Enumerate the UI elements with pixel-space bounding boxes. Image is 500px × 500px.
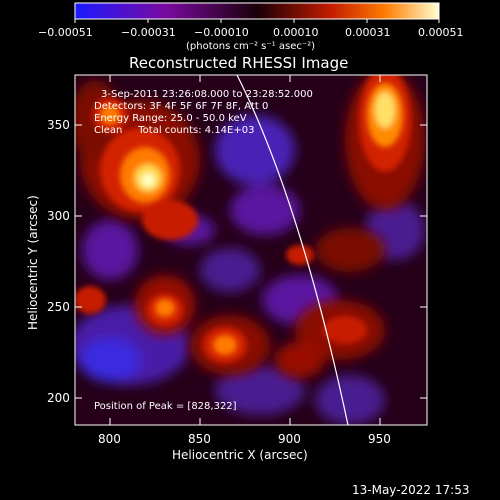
plot-title: Reconstructed RHESSI Image [129, 54, 348, 72]
y-tick-label-250: 250 [47, 300, 70, 314]
colorbar-tick-label-5: 0.00031 [345, 26, 391, 39]
peak-position-label: Position of Peak = [828,322] [94, 401, 237, 412]
colorbar-units-label: (photons cm⁻² s⁻¹ asec⁻²) [186, 41, 315, 52]
x-tick-label-900: 900 [278, 432, 301, 446]
colorbar-tick-label-3: −0.00010 [194, 26, 249, 39]
colorbar-tick-label-6: 0.00051 [418, 26, 464, 39]
info-line-energy-range: Energy Range: 25.0 - 50.0 keV [94, 113, 247, 124]
info-line-observation-time: 3-Sep-2011 23:26:08.000 to 23:28:52.000 [101, 89, 313, 100]
y-tick-label-300: 300 [47, 209, 70, 223]
x-tick-label-850: 850 [188, 432, 211, 446]
y-tick-label-350: 350 [47, 118, 70, 132]
x-axis-label: Heliocentric X (arcsec) [172, 448, 308, 462]
colorbar-tick-label-4: 0.00010 [273, 26, 319, 39]
plot-frame [74, 74, 428, 426]
y-axis-ticks [75, 124, 427, 399]
y-tick-label-200: 200 [47, 391, 70, 405]
info-line-clean-total-counts: Clean Total counts: 4.14E+03 [94, 125, 254, 136]
colorbar-tick-label-2: −0.00031 [121, 26, 176, 39]
colorbar-tick-label-1: −0.00051 [38, 26, 93, 39]
info-line-detectors: Detectors: 3F 4F 5F 6F 7F 8F, Att 0 [94, 101, 268, 112]
x-axis-ticks [109, 75, 381, 425]
rhessi-image [75, 75, 427, 425]
colorbar-gradient [74, 2, 440, 20]
footer-timestamp: 13-May-2022 17:53 [352, 483, 469, 497]
x-tick-label-800: 800 [98, 432, 121, 446]
x-tick-label-950: 950 [368, 432, 391, 446]
solar-limb-line [236, 75, 349, 425]
colorbar-ticks [74, 19, 440, 23]
y-axis-label: Heliocentric Y (arcsec) [26, 195, 40, 330]
colorbar: −0.00051 −0.00031 −0.00010 0.00010 0.000… [38, 2, 464, 52]
